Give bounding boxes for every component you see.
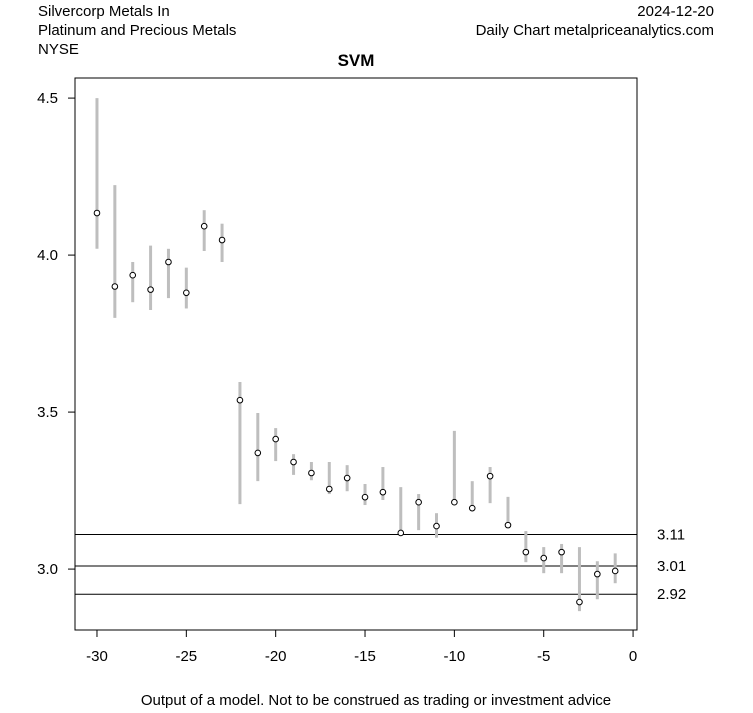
x-tick-label: -5: [537, 648, 550, 665]
y-tick-label: 3.0: [37, 561, 58, 578]
close-point: [415, 498, 422, 506]
x-tick-label: -30: [86, 648, 108, 665]
close-point: [236, 396, 244, 404]
close-point: [200, 222, 208, 230]
close-point: [397, 529, 405, 537]
close-point: [129, 271, 137, 279]
close-point: [147, 286, 154, 293]
close-point: [343, 474, 351, 482]
close-point: [594, 570, 601, 578]
close-point: [451, 498, 458, 506]
close-point: [576, 598, 583, 606]
close-point: [361, 493, 369, 501]
reference-line-label: 3.01: [657, 558, 686, 575]
chart-title: SVM: [338, 51, 375, 70]
close-point: [611, 567, 619, 575]
y-tick-label: 4.0: [37, 247, 58, 264]
close-point: [218, 236, 226, 244]
plot-area: [74, 77, 638, 631]
reference-line-label: 2.92: [657, 586, 686, 603]
sector-name: Platinum and Precious Metals: [38, 22, 236, 39]
reference-line-label: 3.11: [657, 527, 685, 544]
chart-source: Daily Chart metalpriceanalytics.com: [476, 22, 714, 39]
x-tick-label: -20: [265, 648, 287, 665]
close-point: [433, 522, 440, 530]
close-point: [290, 458, 297, 466]
x-tick-label: 0: [629, 648, 637, 665]
close-point: [379, 488, 387, 496]
x-tick-label: -15: [354, 648, 376, 665]
y-tick-label: 4.5: [37, 90, 58, 107]
close-point: [308, 469, 315, 477]
close-point: [272, 435, 279, 443]
disclaimer: Output of a model. Not to be construed a…: [141, 692, 611, 708]
close-point: [540, 554, 548, 562]
close-point: [93, 209, 101, 217]
close-point: [558, 548, 565, 556]
chart-date: 2024-12-20: [637, 3, 714, 20]
exchange-name: NYSE: [38, 41, 79, 58]
close-point: [165, 258, 172, 266]
close-point: [504, 521, 512, 529]
close-point: [183, 289, 190, 297]
company-name: Silvercorp Metals In: [38, 3, 170, 20]
x-tick-label: -25: [175, 648, 197, 665]
close-point: [325, 485, 333, 493]
y-tick-label: 3.5: [37, 404, 58, 421]
close-point: [486, 472, 494, 480]
close-point: [522, 548, 530, 556]
close-point: [254, 449, 262, 457]
close-point: [111, 283, 119, 290]
close-point: [468, 504, 476, 512]
x-tick-label: -10: [444, 648, 466, 665]
